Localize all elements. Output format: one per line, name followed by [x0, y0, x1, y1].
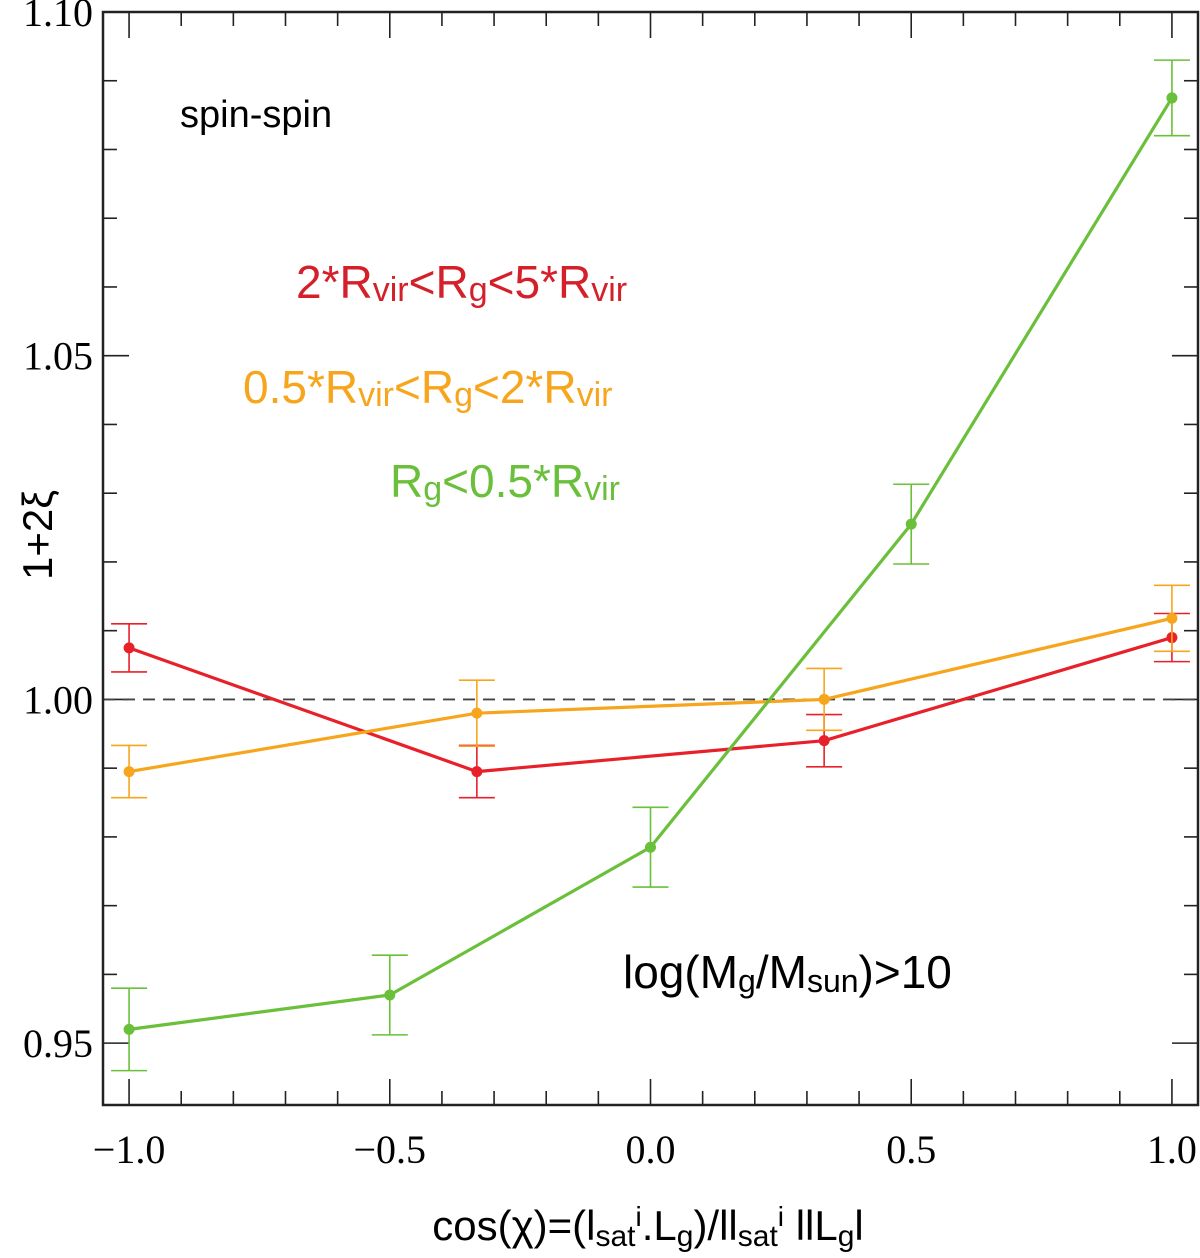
- x-title-part-2: sat: [595, 1220, 636, 1253]
- mass-cut-part-4: sun: [807, 963, 859, 999]
- series-2: [111, 584, 1190, 799]
- data-point: [645, 841, 656, 853]
- data-point: [123, 766, 135, 778]
- data-point: [818, 735, 830, 747]
- y-tick-label: 1.10: [23, 0, 93, 35]
- legend-green-part-1: R: [390, 455, 423, 507]
- x-title-part-10: g: [838, 1220, 855, 1253]
- x-axis-title: cos(χ)=(lsati.Lg)/llsati llLgl: [432, 1201, 864, 1253]
- data-point: [471, 707, 483, 719]
- legend-orange-part-6: vir: [577, 376, 613, 414]
- series-layer: [111, 59, 1190, 1072]
- x-tick-label: −0.5: [354, 1127, 427, 1172]
- axis-label-layer: −1.0 −0.5 0.0 0.5 1.0 0.95 1.00 1.05 1.10: [23, 0, 1197, 1172]
- legend-red-part-3: <R: [409, 256, 469, 308]
- legend-green-part-3: <0.5*R: [442, 455, 584, 507]
- series-line: [128, 616, 1173, 774]
- legend-orange-part-1: 0.5*R: [243, 361, 358, 413]
- legend-orange-part-2: vir: [358, 376, 394, 414]
- legend-red-part-1: 2*R: [296, 256, 373, 308]
- x-title-part-8: i: [778, 1201, 784, 1232]
- tick-layer: [103, 11, 1198, 1105]
- series-line: [128, 636, 1173, 774]
- plot-frame: [101, 10, 1200, 1107]
- data-point: [1166, 612, 1178, 624]
- y-tick-label: 1.00: [23, 677, 93, 722]
- series-line: [128, 97, 1174, 1031]
- mass-cut-label: log(Mg/Msun)>10: [623, 946, 952, 999]
- x-title-part-9: llL: [784, 1202, 838, 1249]
- x-title-part-4: .L: [642, 1202, 677, 1249]
- y-tick-label: 1.05: [23, 334, 93, 379]
- legend-orange-part-5: <2*R: [473, 361, 577, 413]
- legend-entry-green: Rg<0.5*Rvir: [390, 455, 620, 508]
- legend-entry-orange: 0.5*Rvir<Rg<2*Rvir: [243, 361, 612, 414]
- legend-red-part-4: g: [469, 271, 488, 309]
- x-title-part-11: l: [854, 1202, 863, 1249]
- data-point: [471, 766, 483, 778]
- legend-entry-red: 2*Rvir<Rg<5*Rvir: [296, 256, 627, 309]
- data-point: [905, 518, 917, 530]
- x-title-part-1: cos(χ)=(l: [432, 1202, 595, 1249]
- x-title-part-3: i: [635, 1201, 641, 1232]
- mass-cut-part-3: /M: [756, 946, 807, 998]
- x-tick-label: 0.0: [626, 1127, 676, 1172]
- data-point: [384, 989, 396, 1001]
- y-tick-label: 0.95: [23, 1021, 93, 1066]
- data-point: [123, 642, 135, 654]
- x-title-part-6: )/ll: [693, 1202, 737, 1249]
- data-point: [1166, 92, 1178, 104]
- data-point: [123, 1023, 135, 1035]
- legend-red-part-6: vir: [591, 271, 627, 309]
- mass-cut-part-2: g: [738, 963, 756, 999]
- x-tick-label: 0.5: [886, 1127, 936, 1172]
- mass-cut-part-5: )>10: [859, 946, 952, 998]
- panel-label: spin-spin: [180, 94, 332, 136]
- legend-green-part-4: vir: [584, 470, 620, 508]
- y-axis-title: 1+2ξ: [14, 490, 61, 580]
- series-3: [111, 59, 1190, 1072]
- series-1: [111, 612, 1190, 799]
- data-point: [818, 693, 830, 705]
- x-tick-label: −1.0: [93, 1127, 166, 1172]
- x-title-part-7: sat: [738, 1220, 779, 1253]
- x-title-part-5: g: [677, 1220, 694, 1253]
- x-tick-label: 1.0: [1147, 1127, 1197, 1172]
- legend-green-part-2: g: [423, 470, 442, 508]
- legend-red-part-5: <5*R: [488, 256, 592, 308]
- legend-orange-part-4: g: [454, 376, 473, 414]
- legend-orange-part-3: <R: [394, 361, 454, 413]
- legend-red-part-2: vir: [373, 271, 409, 309]
- mass-cut-part-1: log(M: [623, 946, 738, 998]
